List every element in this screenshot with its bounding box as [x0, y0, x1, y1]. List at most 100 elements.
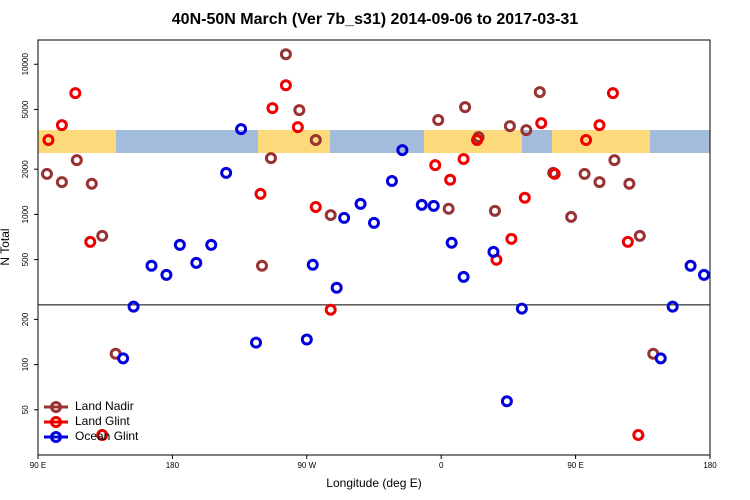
point: [533, 86, 546, 99]
point: [70, 154, 83, 167]
point: [205, 238, 218, 251]
point: [684, 259, 697, 272]
legend-marker: [50, 401, 62, 413]
point: [173, 238, 186, 251]
point: [593, 176, 606, 189]
y-axis-label: N Total: [0, 228, 12, 265]
x-tick-label: 90 E: [30, 461, 46, 470]
point: [324, 209, 337, 222]
legend-label: Land Glint: [75, 414, 130, 428]
point: [96, 428, 109, 441]
x-tick-label: 90 W: [297, 461, 316, 470]
y-tick-label: 500: [21, 252, 30, 266]
y-tick-label: 100: [21, 357, 30, 371]
legend-label: Land Nadir: [75, 399, 134, 413]
point: [578, 167, 591, 180]
point: [256, 259, 268, 272]
point: [518, 191, 531, 204]
point: [471, 133, 484, 146]
point: [300, 333, 313, 346]
point: [565, 210, 578, 223]
point: [621, 235, 634, 248]
point: [235, 123, 248, 136]
point: [503, 120, 516, 133]
point: [445, 236, 458, 249]
point: [368, 216, 380, 229]
x-tick-label: 180: [166, 461, 180, 470]
point: [654, 352, 667, 365]
land-strip: [38, 130, 116, 153]
plot-frame: [37, 39, 711, 456]
point: [279, 48, 292, 61]
x-tick-label: 0: [439, 461, 444, 470]
point: [429, 159, 442, 172]
map-strip: [38, 130, 710, 153]
point: [69, 87, 82, 100]
point: [459, 101, 472, 114]
point: [415, 198, 428, 211]
point: [293, 104, 306, 117]
y-tick-label: 2000: [21, 160, 30, 178]
point: [324, 303, 337, 316]
point: [117, 352, 130, 365]
point: [432, 114, 445, 127]
point: [55, 119, 68, 132]
point: [338, 211, 351, 224]
point: [442, 202, 455, 215]
point: [266, 102, 279, 115]
point: [190, 256, 203, 269]
point: [330, 281, 343, 294]
x-axis-label: Longitude (deg E): [326, 476, 421, 490]
point: [580, 133, 593, 146]
point: [84, 235, 97, 248]
point: [354, 197, 367, 210]
point: [444, 173, 457, 186]
point: [306, 258, 319, 271]
point: [145, 259, 158, 272]
legend-marker: [50, 416, 62, 428]
point: [250, 336, 263, 349]
point: [457, 152, 470, 165]
point: [279, 79, 292, 92]
land-strip: [552, 130, 650, 153]
point: [548, 167, 561, 180]
point: [488, 204, 501, 217]
point: [606, 87, 619, 100]
point: [291, 121, 304, 134]
point: [633, 229, 646, 242]
point: [220, 166, 233, 179]
point: [500, 395, 513, 408]
point: [55, 176, 68, 189]
point: [487, 245, 500, 258]
point: [427, 199, 440, 212]
y-tick-label: 10000: [21, 53, 30, 76]
point: [608, 154, 621, 167]
chart-title: 40N-50N March (Ver 7b_s31) 2014-09-06 to…: [172, 11, 579, 28]
x-tick-label: 180: [703, 461, 717, 470]
point: [593, 119, 606, 132]
point: [127, 300, 140, 313]
point: [264, 152, 277, 165]
point: [42, 133, 55, 146]
point: [666, 300, 679, 313]
point: [309, 201, 322, 214]
point: [698, 268, 711, 281]
point: [632, 428, 645, 441]
point: [505, 232, 518, 245]
point: [535, 117, 548, 130]
point: [254, 187, 267, 200]
point: [85, 177, 98, 190]
point: [396, 144, 409, 157]
point: [385, 174, 398, 187]
x-tick-label: 90 E: [567, 461, 583, 470]
point: [96, 229, 109, 242]
y-tick-label: 50: [21, 405, 30, 414]
point: [457, 270, 470, 283]
legend-label: Ocean Glint: [75, 429, 139, 443]
ocean-strip: [38, 130, 710, 153]
point: [515, 302, 528, 315]
y-tick-label: 200: [21, 312, 30, 326]
legend-marker: [50, 431, 62, 443]
y-tick-label: 1000: [21, 205, 30, 223]
